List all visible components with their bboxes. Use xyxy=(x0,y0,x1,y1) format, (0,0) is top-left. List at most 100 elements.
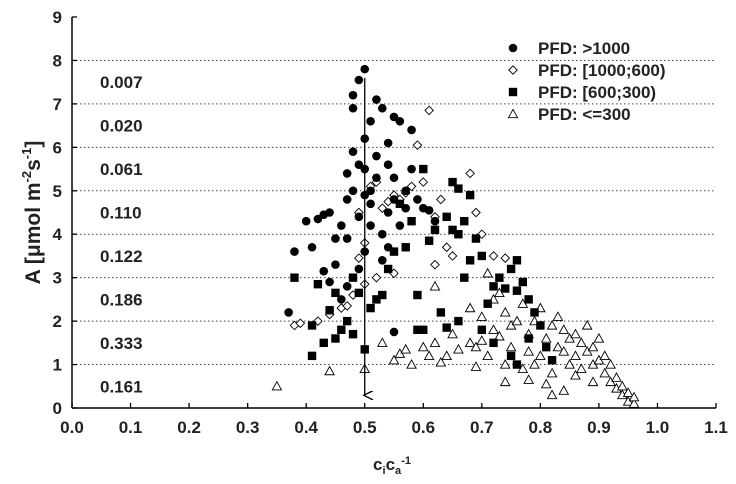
data-point xyxy=(575,363,587,374)
data-point xyxy=(570,328,581,339)
data-point xyxy=(546,389,558,400)
data-point xyxy=(389,327,399,337)
x-tick-label: 0.2 xyxy=(177,418,201,437)
data-point xyxy=(413,325,422,334)
series-0 xyxy=(284,64,440,337)
band-label: 0.333 xyxy=(100,334,143,353)
band-label: 0.161 xyxy=(100,377,143,396)
data-point xyxy=(542,342,551,352)
data-point xyxy=(430,259,440,270)
data-point xyxy=(489,338,498,348)
x-tick-label: 0.8 xyxy=(529,418,553,437)
data-point xyxy=(564,359,576,369)
data-point xyxy=(488,324,499,334)
x-tick-label: 0.7 xyxy=(470,418,494,437)
data-point xyxy=(536,321,545,330)
data-point xyxy=(430,225,440,235)
data-point xyxy=(389,195,399,204)
data-point xyxy=(342,234,352,243)
data-point xyxy=(354,288,364,298)
data-point xyxy=(529,359,540,369)
data-point xyxy=(507,108,519,119)
data-point xyxy=(348,186,358,196)
legend-label: PFD: [1000;600) xyxy=(538,61,666,80)
data-point xyxy=(354,253,364,263)
data-point xyxy=(360,64,370,74)
data-point xyxy=(331,234,340,243)
data-point xyxy=(424,105,434,116)
data-point xyxy=(342,316,352,326)
data-points xyxy=(271,64,640,408)
data-point xyxy=(628,391,640,402)
data-point xyxy=(489,282,498,291)
data-point xyxy=(518,277,527,287)
data-point xyxy=(419,164,428,174)
data-point xyxy=(348,273,358,282)
data-point xyxy=(506,264,516,274)
data-point xyxy=(354,212,364,222)
data-point xyxy=(464,337,476,347)
legend: PFD: >1000 PFD: [1000;600) PFD: [600;300) P… xyxy=(507,39,666,124)
data-point xyxy=(401,243,410,252)
data-point xyxy=(435,194,446,205)
data-point xyxy=(471,207,481,218)
data-point xyxy=(476,335,488,345)
data-point xyxy=(395,116,405,126)
y-tick-label: 2 xyxy=(53,312,62,331)
data-point xyxy=(593,332,605,343)
data-point xyxy=(453,343,464,354)
data-point xyxy=(325,306,334,315)
data-point xyxy=(376,337,388,347)
data-point xyxy=(540,378,552,389)
x-axis-title: cica-1 xyxy=(373,455,411,477)
data-point xyxy=(383,160,393,170)
data-point xyxy=(342,282,352,291)
data-point xyxy=(395,199,405,209)
data-point xyxy=(319,266,329,276)
y-tick-label: 9 xyxy=(53,8,62,27)
y-tick-label: 5 xyxy=(53,182,62,201)
data-point xyxy=(313,279,323,289)
data-point xyxy=(454,316,463,326)
data-point xyxy=(436,308,446,317)
data-point xyxy=(506,351,516,361)
data-point xyxy=(570,369,581,380)
data-point xyxy=(383,242,393,252)
data-point xyxy=(454,184,463,193)
data-point xyxy=(505,341,517,352)
data-point xyxy=(448,225,457,235)
data-point xyxy=(471,234,481,243)
band-label: 0.007 xyxy=(100,73,143,92)
band-label: 0.186 xyxy=(100,290,143,309)
x-tick-label: 0.0 xyxy=(60,418,84,437)
data-point xyxy=(348,329,358,339)
data-point xyxy=(406,359,417,369)
data-point xyxy=(546,319,558,330)
band-label: 0.122 xyxy=(100,247,143,266)
data-point xyxy=(366,303,375,313)
data-point xyxy=(599,350,611,360)
data-point xyxy=(587,341,599,352)
x-tick-label: 1.0 xyxy=(646,418,670,437)
x-tick-label: 0.6 xyxy=(411,418,435,437)
data-point xyxy=(389,112,399,122)
data-point xyxy=(337,221,346,230)
data-point xyxy=(366,221,375,230)
data-point xyxy=(354,264,364,274)
data-point xyxy=(558,385,570,395)
data-point xyxy=(499,306,511,317)
data-point xyxy=(511,315,523,326)
data-point xyxy=(476,311,488,321)
data-point xyxy=(307,351,317,361)
data-point xyxy=(512,360,522,369)
data-point xyxy=(377,203,388,213)
band-label: 0.020 xyxy=(100,117,143,136)
data-point xyxy=(465,190,475,200)
y-tick-label: 1 xyxy=(53,356,62,375)
data-point xyxy=(570,350,581,360)
data-point xyxy=(558,345,570,356)
data-point xyxy=(465,168,475,179)
data-point xyxy=(419,325,428,334)
data-point xyxy=(342,301,353,311)
